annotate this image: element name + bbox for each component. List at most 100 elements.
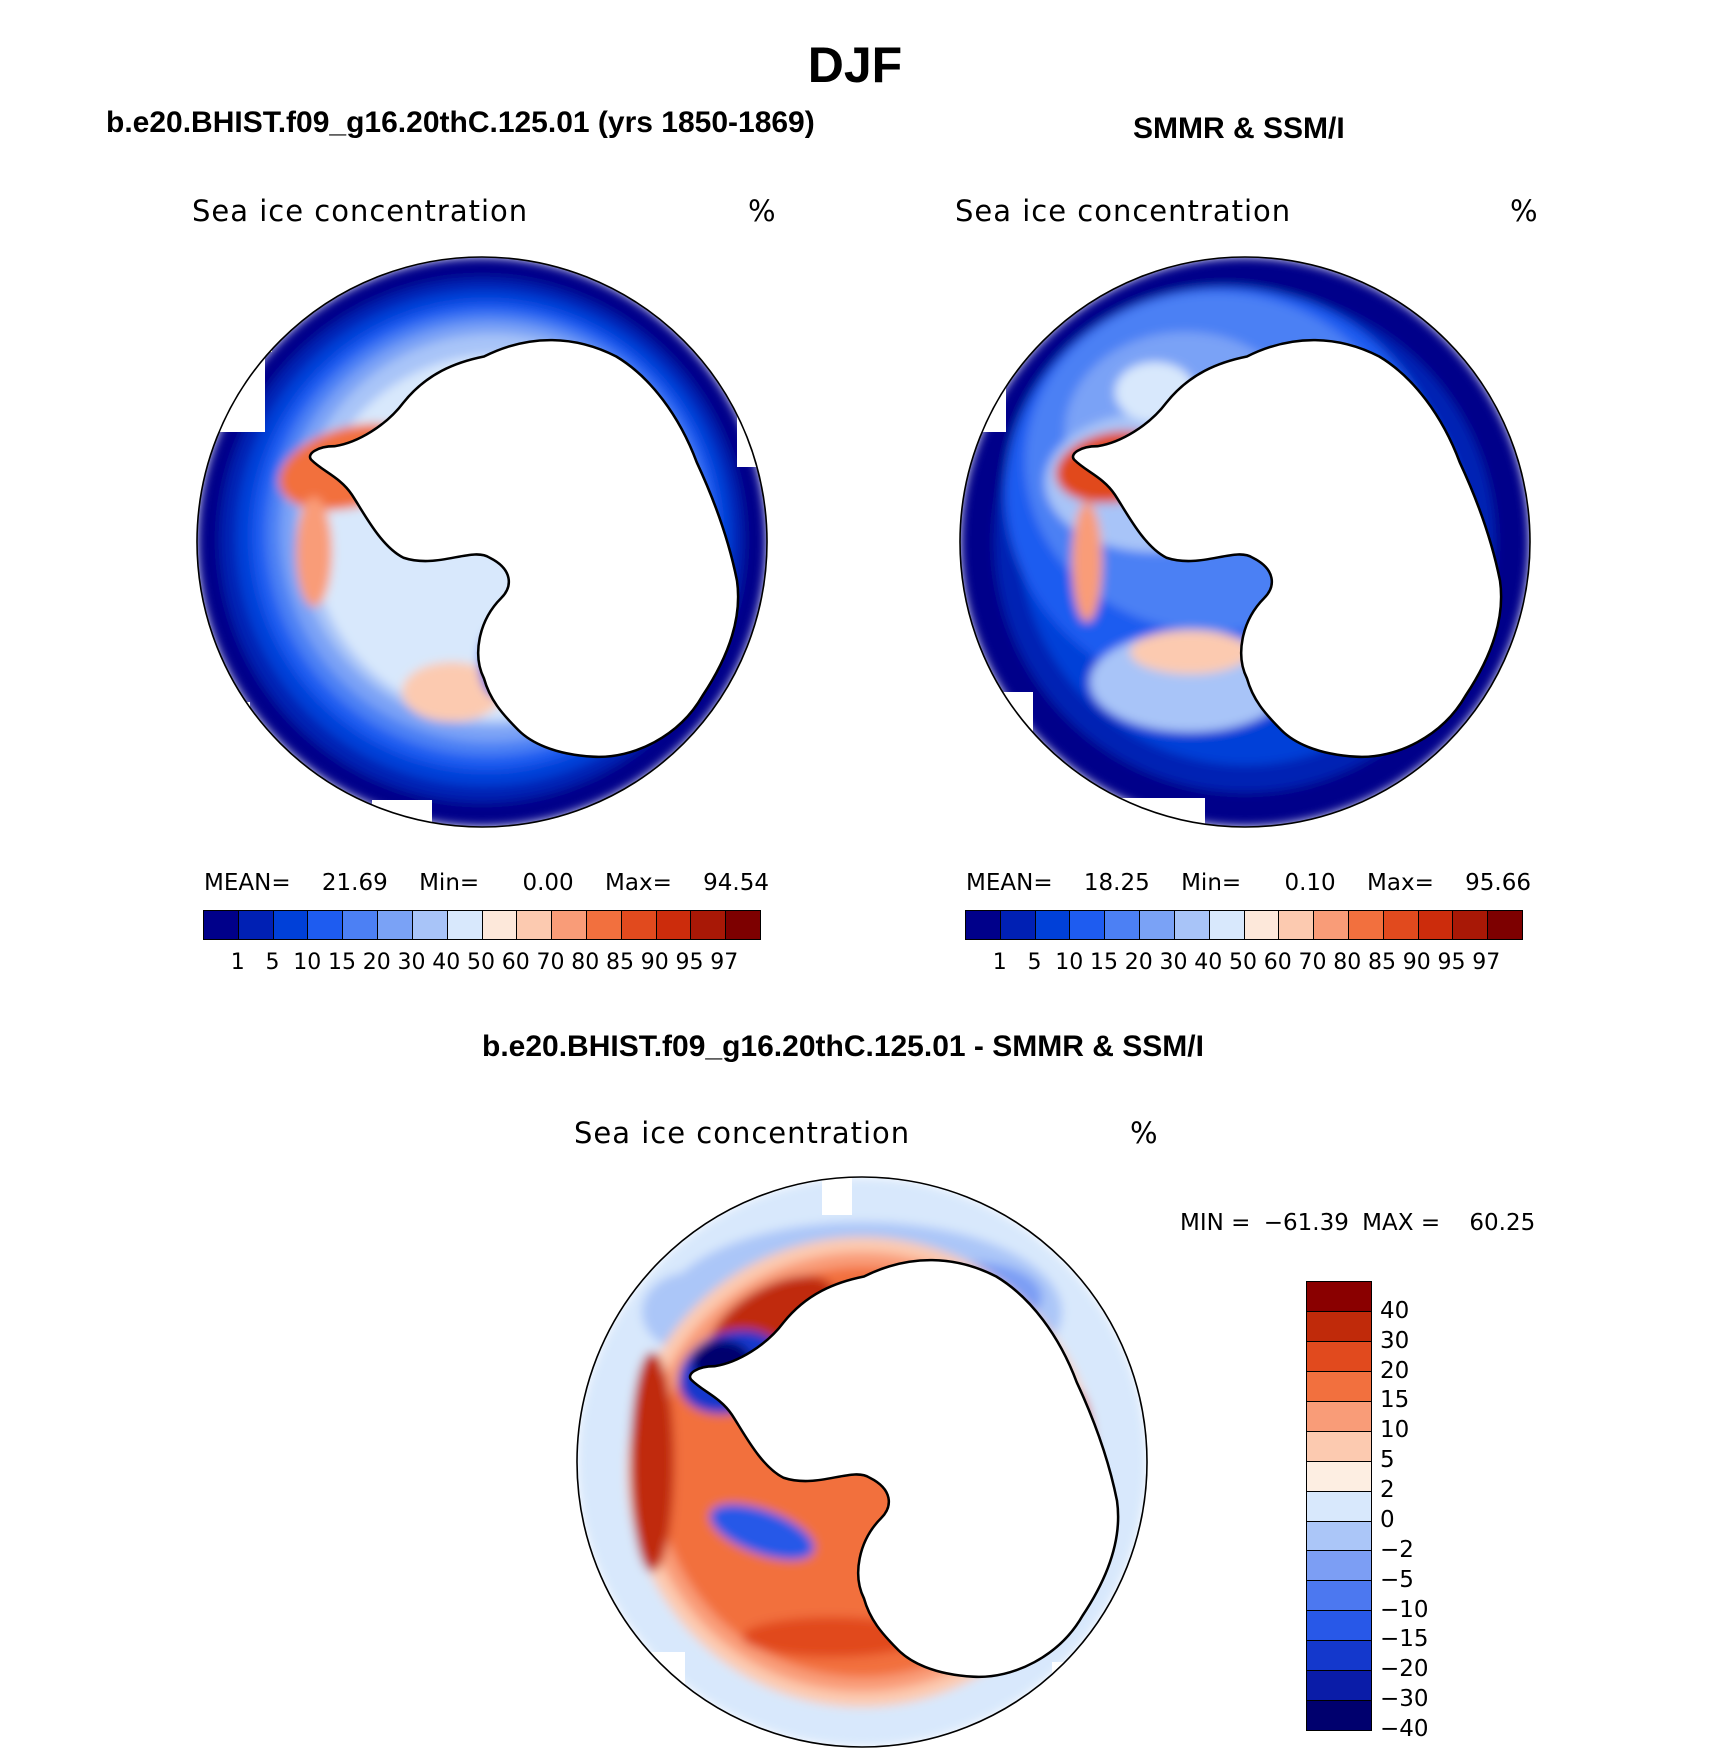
colorbar-swatch: [1173, 911, 1209, 939]
diff-colorbar-ticks: 40 30 20 15 10 5 2 0 −2 −5 −10 −15 −20 −30 −40: [1380, 1281, 1470, 1742]
mean-value: 18.25: [1083, 870, 1150, 896]
colorbar-swatch: [411, 911, 447, 939]
colorbar-tick-label: 40: [432, 950, 461, 975]
colorbar-swatch: [1139, 911, 1174, 939]
colorbar-swatch: [272, 911, 308, 939]
model-panel-subtitle: b.e20.BHIST.f09_g16.20thC.125.01 (yrs 18…: [106, 106, 815, 139]
colorbar-swatch: [1307, 1520, 1371, 1551]
diff-colorbar: [1306, 1281, 1372, 1731]
colorbar-swatch: [1307, 1310, 1371, 1341]
mean-label: MEAN=: [204, 870, 291, 896]
colorbar-tick-label: 40: [1194, 950, 1223, 975]
colorbar-swatch: [1307, 1550, 1371, 1581]
colorbar-swatch: [446, 911, 482, 939]
colorbar-tick-label: 15: [1380, 1387, 1410, 1414]
colorbar-swatch: [1417, 911, 1453, 939]
colorbar-tick-label: 30: [1380, 1327, 1410, 1354]
colorbar-swatch: [1452, 911, 1488, 939]
diff-plot-title: Sea ice concentration: [574, 1116, 911, 1150]
colorbar-tick-label: 40: [1380, 1297, 1410, 1324]
colorbar-tick-label: 70: [1298, 950, 1327, 975]
colorbar-swatch: [237, 911, 273, 939]
colorbar-swatch: [1307, 1640, 1371, 1671]
colorbar-tick-label: −5: [1380, 1566, 1414, 1593]
model-colorbar-ticks: 1 5 10 15 20 30 40 50 60 70 80 85 90 95 97: [203, 950, 759, 978]
min-label: Min=: [1181, 870, 1242, 896]
diff-polar-map: [576, 1176, 1148, 1748]
colorbar-swatch: [342, 911, 378, 939]
colorbar-swatch: [966, 911, 1000, 939]
colorbar-tick-label: 70: [536, 950, 565, 975]
colorbar-tick-label: 15: [328, 950, 356, 975]
colorbar-swatch: [585, 911, 621, 939]
colorbar-tick-label: 2: [1380, 1477, 1395, 1504]
colorbar-tick-label: 80: [1333, 950, 1362, 975]
colorbar-swatch: [1347, 911, 1383, 939]
colorbar-tick-label: −40: [1380, 1716, 1429, 1742]
colorbar-swatch: [307, 911, 343, 939]
colorbar-tick-label: 15: [1090, 950, 1118, 975]
colorbar-swatch: [1307, 1430, 1371, 1461]
colorbar-swatch: [1307, 1490, 1371, 1521]
colorbar-swatch: [1313, 911, 1348, 939]
colorbar-swatch: [1307, 1580, 1371, 1611]
obs-panel-subtitle: SMMR & SSM/I: [1133, 112, 1345, 145]
obs-colorbar: [965, 910, 1523, 940]
min-label: MIN =: [1180, 1210, 1251, 1236]
colorbar-swatch: [1307, 1370, 1371, 1401]
diff-stats: MIN = −61.39 MAX = 60.25: [1180, 1210, 1535, 1236]
colorbar-tick-label: −10: [1380, 1596, 1429, 1623]
colorbar-swatch: [1307, 1282, 1371, 1311]
figure-title: DJF: [807, 37, 903, 93]
colorbar-swatch: [620, 911, 656, 939]
colorbar-swatch: [1069, 911, 1105, 939]
colorbar-tick-label: 20: [1124, 950, 1153, 975]
colorbar-swatch: [1208, 911, 1244, 939]
colorbar-tick-label: 60: [501, 950, 530, 975]
colorbar-swatch: [690, 911, 726, 939]
colorbar-swatch: [725, 911, 760, 939]
colorbar-swatch: [481, 911, 517, 939]
colorbar-tick-label: 85: [606, 950, 634, 975]
model-units: %: [748, 194, 776, 228]
max-label: MAX =: [1362, 1210, 1441, 1236]
model-stats: MEAN= 21.69 Min= 0.00 Max= 94.54: [204, 870, 769, 896]
max-label: Max=: [605, 870, 672, 896]
max-label: Max=: [1367, 870, 1434, 896]
colorbar-tick-label: 60: [1263, 950, 1292, 975]
colorbar-tick-label: 97: [1472, 950, 1501, 975]
colorbar-swatch: [516, 911, 552, 939]
colorbar-tick-label: 95: [675, 950, 704, 975]
colorbar-tick-label: 1: [230, 950, 245, 975]
colorbar-swatch: [1278, 911, 1314, 939]
colorbar-tick-label: 5: [1027, 950, 1042, 975]
colorbar-swatch: [204, 911, 238, 939]
max-value: 60.25: [1469, 1210, 1536, 1236]
colorbar-swatch: [1307, 1400, 1371, 1431]
colorbar-swatch: [999, 911, 1035, 939]
colorbar-tick-label: 50: [1229, 950, 1257, 975]
max-value: 94.54: [703, 870, 770, 896]
min-label: Min=: [419, 870, 480, 896]
obs-units: %: [1510, 194, 1538, 228]
colorbar-swatch: [1487, 911, 1522, 939]
obs-colorbar-ticks: 1 5 10 15 20 30 40 50 60 70 80 85 90 95 97: [965, 950, 1521, 978]
colorbar-swatch: [1382, 911, 1418, 939]
colorbar-tick-label: 97: [710, 950, 739, 975]
colorbar-tick-label: 30: [1159, 950, 1188, 975]
colorbar-tick-label: 5: [265, 950, 280, 975]
max-value: 95.66: [1465, 870, 1532, 896]
colorbar-tick-label: 10: [1055, 950, 1084, 975]
min-value: −61.39: [1263, 1210, 1349, 1236]
model-polar-map: [196, 256, 768, 828]
colorbar-tick-label: −20: [1380, 1656, 1429, 1683]
colorbar-tick-label: 10: [1380, 1417, 1410, 1444]
model-plot-title: Sea ice concentration: [192, 194, 529, 228]
colorbar-swatch: [655, 911, 691, 939]
colorbar-swatch: [1307, 1670, 1371, 1701]
colorbar-tick-label: −2: [1380, 1536, 1414, 1563]
colorbar-swatch: [1307, 1460, 1371, 1491]
colorbar-tick-label: 50: [467, 950, 495, 975]
mean-label: MEAN=: [966, 870, 1053, 896]
obs-plot-title: Sea ice concentration: [955, 194, 1292, 228]
